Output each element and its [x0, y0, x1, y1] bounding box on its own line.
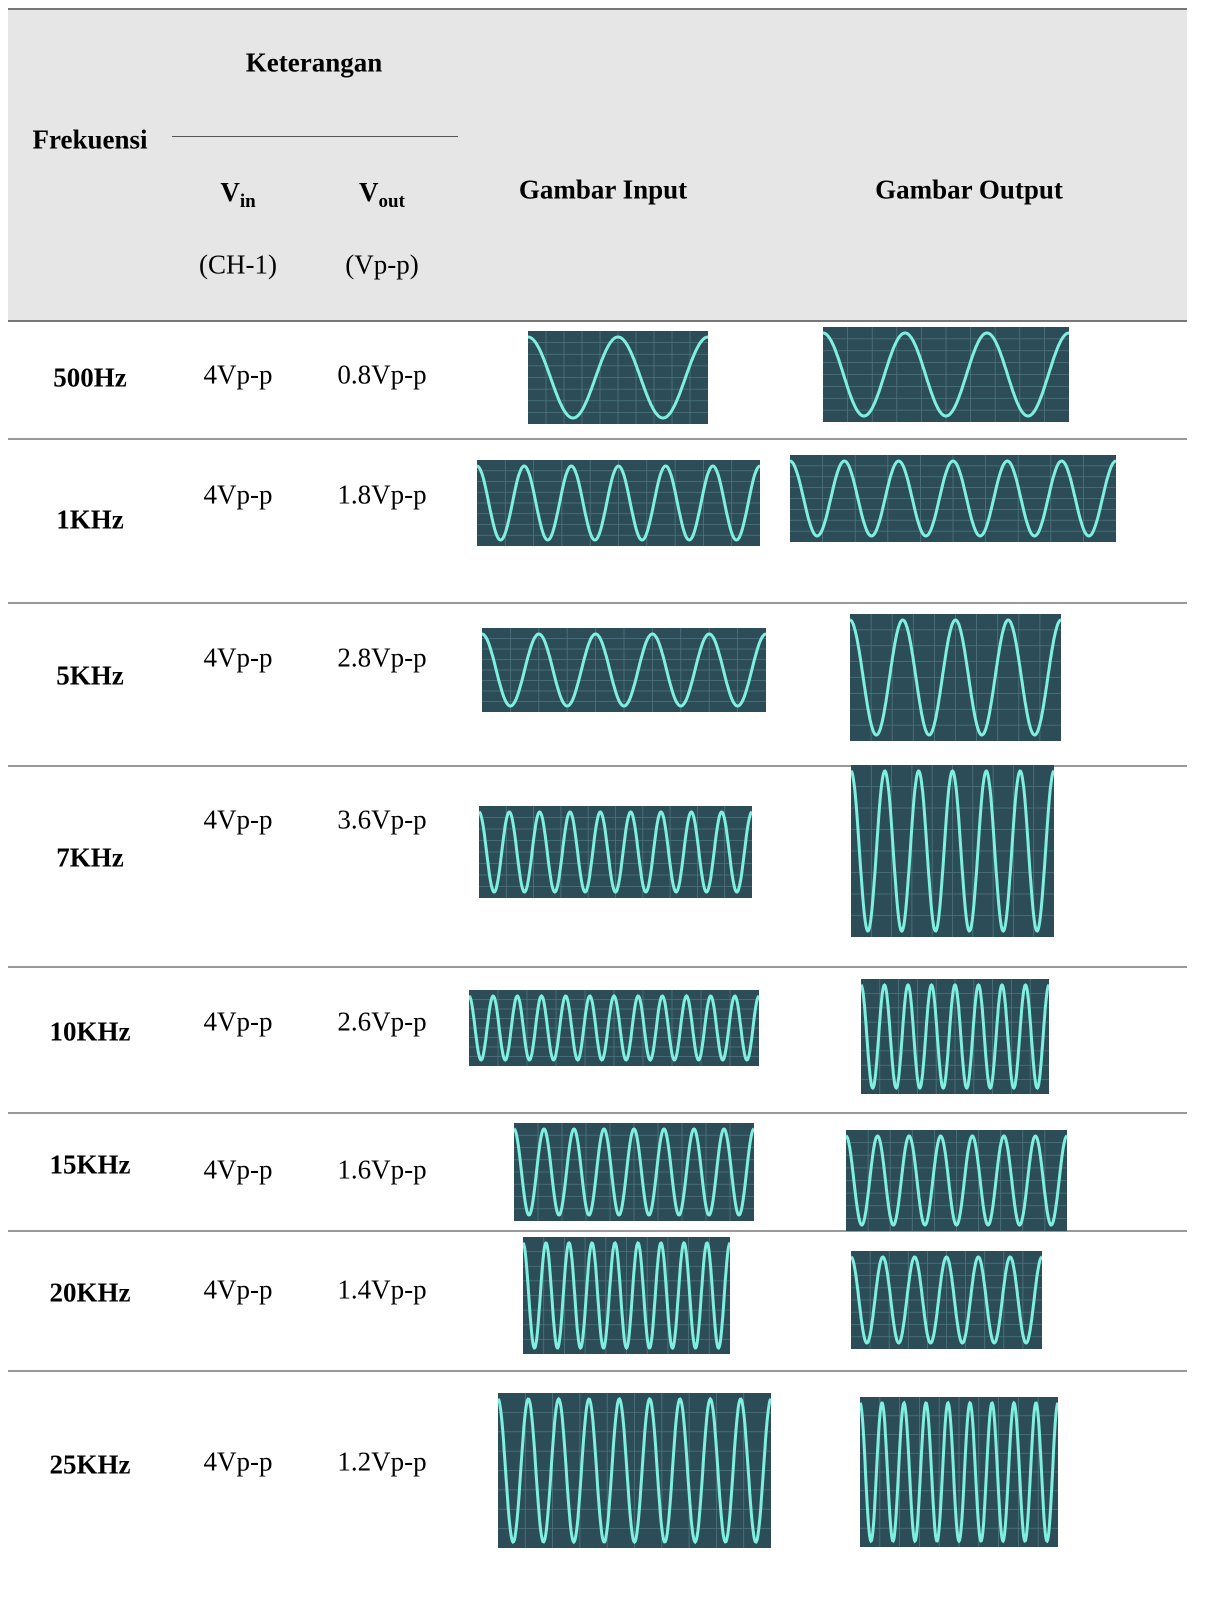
vout-cell: 1.4Vp-p [337, 1275, 426, 1306]
oscilloscope-image [523, 1237, 730, 1354]
row-separator [8, 1112, 1187, 1114]
oscilloscope-image [477, 460, 760, 546]
header-cell: Keterangan [246, 48, 382, 79]
vin-cell: 4Vp-p [204, 1007, 273, 1038]
row-separator [8, 1370, 1187, 1372]
oscilloscope-image [528, 331, 708, 424]
vout-cell: 0.8Vp-p [337, 360, 426, 391]
symbol: V [359, 177, 379, 207]
vout-cell: 1.2Vp-p [337, 1447, 426, 1478]
oscilloscope-image [469, 990, 759, 1066]
oscilloscope-image [851, 765, 1054, 937]
header-rule [172, 136, 458, 137]
page: {"header": {"keterangan": "Keterangan", … [0, 0, 1215, 1605]
vout-cell: 2.6Vp-p [337, 1007, 426, 1038]
oscilloscope-image [479, 806, 752, 898]
row-separator [8, 966, 1187, 968]
vin-cell: 4Vp-p [204, 805, 273, 836]
header-band [8, 8, 1187, 322]
header-cell: (Vp-p) [345, 250, 418, 281]
header-cell: (CH-1) [199, 250, 277, 281]
vout-cell: 2.8Vp-p [337, 643, 426, 674]
frequency-cell: 10KHz [50, 1017, 131, 1048]
row-separator [8, 602, 1187, 604]
frequency-cell: 500Hz [53, 363, 127, 394]
oscilloscope-image [823, 327, 1069, 422]
oscilloscope-image [851, 1251, 1042, 1349]
frequency-cell: 7KHz [56, 843, 124, 874]
vin-cell: 4Vp-p [204, 1155, 273, 1186]
subscript: in [240, 191, 256, 212]
row-separator [8, 438, 1187, 440]
header-cell: Vin [220, 177, 255, 213]
oscilloscope-image [514, 1123, 754, 1221]
frequency-cell: 15KHz [50, 1150, 131, 1181]
vin-cell: 4Vp-p [204, 1447, 273, 1478]
vin-cell: 4Vp-p [204, 480, 273, 511]
oscilloscope-image [861, 979, 1049, 1094]
vout-cell: 3.6Vp-p [337, 805, 426, 836]
header-cell: Gambar Input [519, 175, 687, 206]
oscilloscope-image [498, 1393, 771, 1548]
header-cell: Frekuensi [32, 125, 147, 156]
frequency-cell: 5KHz [56, 661, 124, 692]
vin-cell: 4Vp-p [204, 1275, 273, 1306]
oscilloscope-image [860, 1397, 1058, 1547]
vout-cell: 1.6Vp-p [337, 1155, 426, 1186]
vin-cell: 4Vp-p [204, 643, 273, 674]
oscilloscope-image [846, 1130, 1067, 1231]
frequency-cell: 20KHz [50, 1278, 131, 1309]
oscilloscope-image [850, 614, 1061, 741]
subscript: out [379, 191, 405, 212]
frequency-cell: 1KHz [56, 505, 124, 536]
oscilloscope-image [482, 628, 766, 712]
vout-cell: 1.8Vp-p [337, 480, 426, 511]
frequency-cell: 25KHz [50, 1450, 131, 1481]
header-cell: Gambar Output [875, 175, 1063, 206]
vin-cell: 4Vp-p [204, 360, 273, 391]
symbol: V [220, 177, 240, 207]
header-cell: Vout [359, 177, 405, 213]
oscilloscope-image [790, 455, 1116, 542]
